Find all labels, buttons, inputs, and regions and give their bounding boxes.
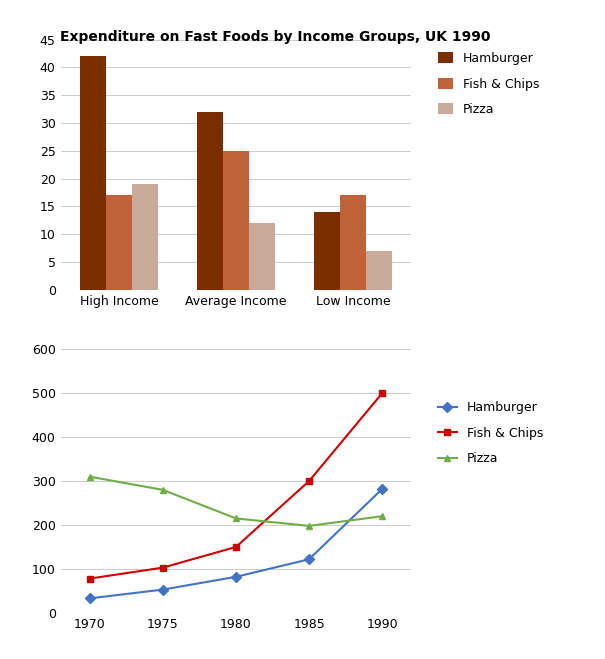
Hamburger <box>159 586 166 594</box>
Legend: Hamburger, Fish & Chips, Pizza: Hamburger, Fish & Chips, Pizza <box>432 45 546 123</box>
Line: Pizza: Pizza <box>87 473 385 529</box>
Bar <box>80 56 106 290</box>
Pizza <box>86 473 93 480</box>
Fish & Chips <box>86 575 93 583</box>
Hamburger <box>306 556 313 563</box>
Line: Hamburger: Hamburger <box>87 486 385 602</box>
Bar <box>106 195 132 290</box>
Hamburger <box>86 594 93 602</box>
Fish & Chips <box>159 563 166 571</box>
Hamburger <box>379 485 386 493</box>
Bar <box>249 223 275 290</box>
Fish & Chips <box>379 389 386 397</box>
Bar <box>132 185 157 290</box>
Bar <box>315 212 340 290</box>
Pizza <box>232 515 240 523</box>
Fish & Chips <box>232 543 240 551</box>
Bar <box>366 251 391 290</box>
Pizza <box>379 512 386 520</box>
Bar <box>197 112 223 290</box>
Fish & Chips <box>306 477 313 485</box>
Bar <box>223 151 249 290</box>
Hamburger <box>232 573 240 581</box>
Line: Fish & Chips: Fish & Chips <box>87 389 385 582</box>
Text: Expenditure on Fast Foods by Income Groups, UK 1990: Expenditure on Fast Foods by Income Grou… <box>60 30 491 43</box>
Bar <box>340 195 366 290</box>
Pizza <box>306 522 313 530</box>
Pizza <box>159 486 166 494</box>
Legend: Hamburger, Fish & Chips, Pizza: Hamburger, Fish & Chips, Pizza <box>432 395 549 472</box>
